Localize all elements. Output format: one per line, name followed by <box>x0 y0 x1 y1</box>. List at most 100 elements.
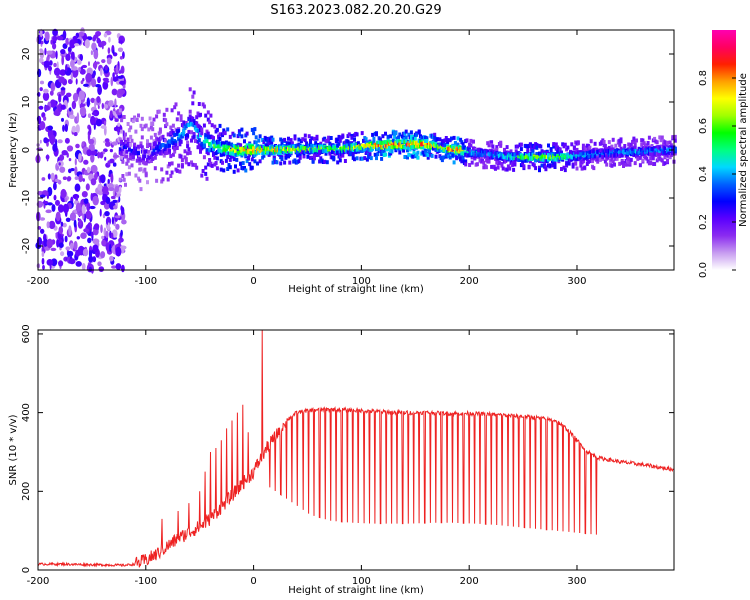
spectrogram-noise-cell <box>44 31 50 42</box>
spectrogram-cell <box>620 153 624 158</box>
spectrogram-cell <box>139 123 143 128</box>
spectrogram-noise-cell <box>110 76 114 87</box>
spectrogram-noise-cell <box>60 87 66 91</box>
spectrogram-noise-cell <box>97 105 100 109</box>
spectrogram-cell <box>567 161 571 166</box>
spectrogram-noise-cell <box>78 174 83 183</box>
spectrogram-cell <box>243 166 246 170</box>
spectrogram-cell <box>298 152 302 157</box>
x-tick-label: 0 <box>250 276 256 287</box>
spectrogram-noise-cell <box>58 93 62 103</box>
spectrogram-noise-cell <box>90 50 93 56</box>
spectrogram-cell <box>174 102 178 107</box>
spectrogram-cell <box>495 145 499 150</box>
snr-y-ticks: 0 200 400 600 <box>21 324 674 573</box>
spectrogram-noise-cell <box>53 110 61 116</box>
spectrogram-cell <box>584 146 588 151</box>
spectrogram-cell <box>256 161 259 166</box>
spectrogram-cell <box>407 152 411 157</box>
spectrogram-cell <box>206 110 210 115</box>
spectrogram-noise-cell <box>102 81 109 90</box>
spectrogram-cell <box>125 154 129 159</box>
spectrogram-noise-cell <box>104 211 110 217</box>
spectrogram-cell <box>531 149 535 153</box>
spectrogram-noise-cell <box>38 105 44 110</box>
spectrogram-cell <box>157 147 161 152</box>
spectrogram-cell <box>499 140 503 145</box>
snr-frame <box>37 329 675 571</box>
spectrogram-noise-cell <box>66 176 72 182</box>
spectrogram-cell <box>448 155 452 160</box>
spectrogram-cell <box>528 142 532 147</box>
spectrogram-cell <box>323 136 327 141</box>
spectrogram-cell <box>120 118 124 123</box>
colorbar-label: Normalized spectral amplitude <box>738 73 749 227</box>
spectrogram-cell <box>337 141 341 146</box>
spectrogram-cell <box>285 141 289 146</box>
spectrogram-cell <box>365 150 369 155</box>
snr-series <box>37 329 675 568</box>
spectrogram-noise-cell <box>39 121 46 130</box>
spectrogram-cell <box>439 155 443 160</box>
spectrogram-noise-cell <box>111 265 117 269</box>
spectrogram-cell <box>627 142 631 147</box>
spectrogram-cell <box>558 147 562 152</box>
spectrogram-noise-cell <box>70 51 74 60</box>
spectrogram-noise-cell <box>60 221 64 227</box>
spectrogram-noise-cell <box>120 229 123 237</box>
spectrogram-noise-cell <box>69 107 72 112</box>
spectrogram-noise-cell <box>121 264 125 273</box>
spectrogram-cell <box>353 137 356 142</box>
spectrogram-cell <box>386 137 390 142</box>
spectrogram-noise-cell <box>46 259 54 266</box>
spectrogram-cell <box>184 157 188 162</box>
spectrogram-cell <box>430 144 434 149</box>
spectrogram-noise-cell <box>78 90 86 100</box>
spectrogram-cell <box>122 115 126 119</box>
spectrogram-cell <box>188 87 192 92</box>
spectrogram-noise-cell <box>94 99 97 109</box>
spectrogram-cell <box>200 173 204 178</box>
spectrogram-noise-cell <box>103 104 109 109</box>
spectrogram-cell <box>534 166 538 171</box>
spectrogram-noise-cell <box>67 46 72 53</box>
spectrogram-cell <box>228 134 232 139</box>
spectrogram-cell <box>199 112 202 117</box>
spectrogram-cell <box>457 154 461 159</box>
spectrogram-cell <box>180 134 184 139</box>
spectrogram-noise-cell <box>118 70 122 74</box>
y-tick-label: 400 <box>21 403 32 422</box>
spectrogram-cell <box>484 165 488 170</box>
spectrogram-cell <box>179 114 183 119</box>
spectrogram-cell <box>355 132 359 137</box>
spectrogram-cell <box>487 159 491 164</box>
spectrogram-noise-cell <box>80 232 87 239</box>
spectrogram-noise-cell <box>107 178 110 184</box>
spectrogram-noise-cell <box>41 177 46 181</box>
spectrogram-cell <box>600 141 604 146</box>
spectrogram-noise-cell <box>103 148 108 153</box>
spectrogram-cell <box>591 159 594 164</box>
spectrogram-cell <box>611 137 615 142</box>
spectrogram-noise-cell <box>39 80 45 85</box>
spectrogram-cell <box>574 161 578 166</box>
spectrogram-cell <box>165 170 169 175</box>
spectrogram-noise-cell <box>110 173 114 184</box>
spectrogram-cell <box>241 161 245 166</box>
spectrogram-noise-cell <box>39 28 43 38</box>
spectrogram-cell <box>444 136 448 140</box>
spectrogram-cell <box>173 146 177 151</box>
spectrogram-cell <box>637 146 641 151</box>
spectrogram-cell <box>160 179 164 184</box>
spectrogram-noise-cell <box>86 97 91 108</box>
spectrogram-cell <box>310 136 314 141</box>
spectrogram-cell <box>257 138 261 143</box>
spectrogram-cell <box>279 137 283 142</box>
spectrogram-cell <box>419 139 422 144</box>
spectrogram-cell <box>638 163 642 168</box>
spectrogram-cell <box>516 144 519 149</box>
spectrogram-cell <box>226 167 230 171</box>
spectrogram-noise-cell <box>59 69 67 76</box>
spectrogram-cell <box>598 157 602 162</box>
spectrogram-noise-cell <box>74 158 77 166</box>
